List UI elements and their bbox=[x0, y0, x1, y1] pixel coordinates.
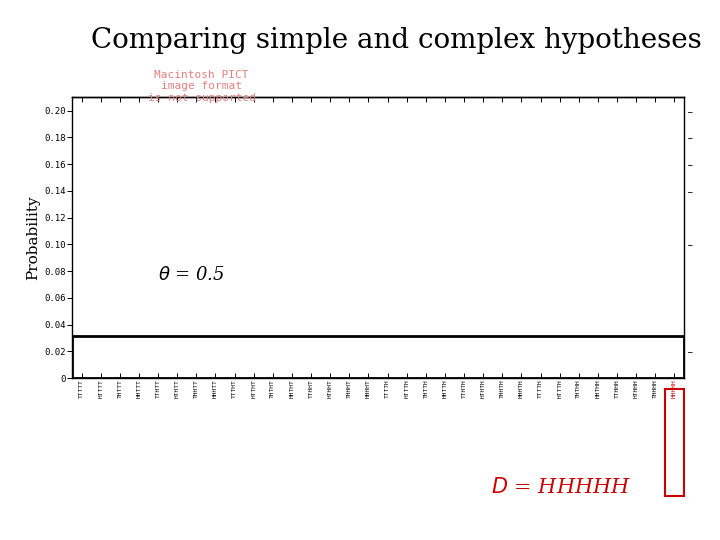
Bar bbox=[665, 389, 684, 496]
Text: Comparing simple and complex hypotheses: Comparing simple and complex hypotheses bbox=[91, 27, 701, 54]
Text: $\theta$ = 0.5: $\theta$ = 0.5 bbox=[158, 266, 225, 284]
Y-axis label: Probability: Probability bbox=[26, 195, 40, 280]
Text: $D$ = HHHHH: $D$ = HHHHH bbox=[492, 477, 631, 497]
Text: Macintosh PICT
image format
is not supported: Macintosh PICT image format is not suppo… bbox=[148, 70, 256, 103]
Bar bbox=[72, 336, 684, 378]
